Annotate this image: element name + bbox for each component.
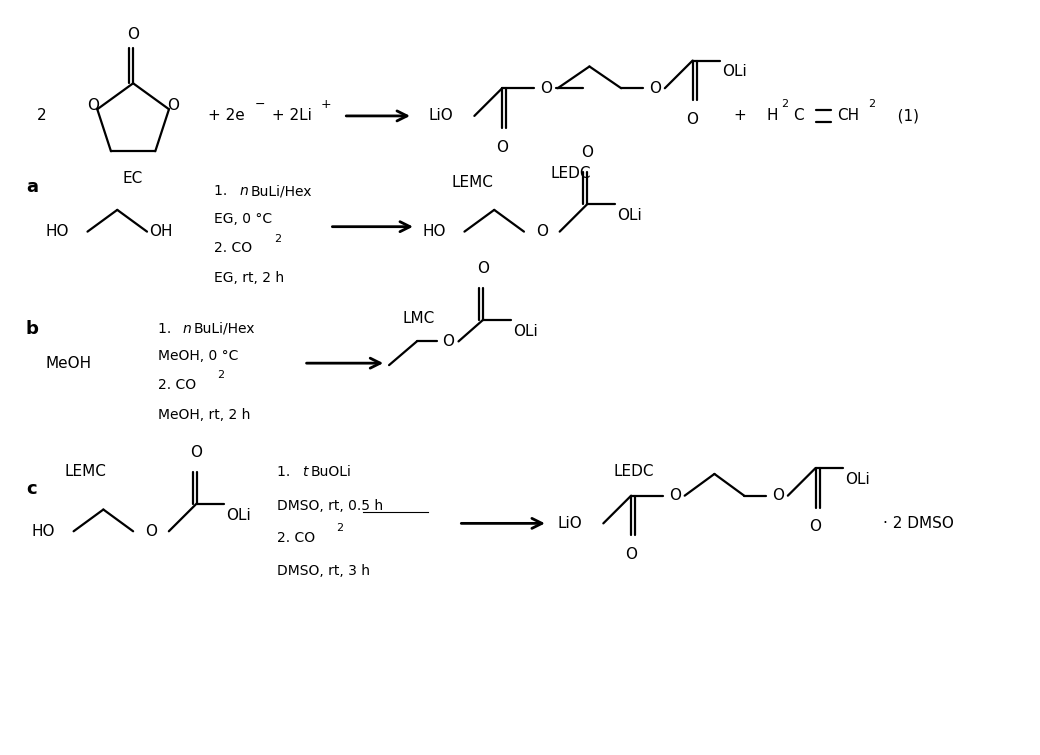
Text: O: O [145,524,157,539]
Text: + 2e: + 2e [208,109,244,123]
Text: O: O [581,146,594,160]
Text: BuOLi: BuOLi [311,465,352,479]
Text: −: − [255,97,265,110]
Text: LiO: LiO [557,516,582,531]
Text: O: O [87,98,99,112]
Text: (1): (1) [883,109,919,123]
Text: O: O [190,445,203,460]
Text: DMSO, rt, 0.5 h: DMSO, rt, 0.5 h [277,498,383,513]
Text: 2: 2 [217,370,225,380]
Text: HO: HO [32,524,55,539]
Text: MeOH, rt, 2 h: MeOH, rt, 2 h [158,408,251,421]
Text: 2: 2 [337,523,343,533]
Text: OH: OH [149,224,173,239]
Text: + 2Li: + 2Li [267,109,312,123]
Text: O: O [669,488,681,503]
Text: 2: 2 [274,233,281,244]
Text: 1.: 1. [277,465,294,479]
Text: 2. CO: 2. CO [158,378,197,392]
Text: MeOH: MeOH [46,356,92,371]
Text: OLi: OLi [227,507,251,522]
Text: O: O [127,27,139,42]
Text: LEDC: LEDC [550,166,591,180]
Text: O: O [496,140,509,155]
Text: LiO: LiO [428,109,453,123]
Text: t: t [302,465,307,479]
Text: +: + [734,109,747,123]
Text: HO: HO [46,224,70,239]
Text: 2. CO: 2. CO [277,532,315,545]
Text: EG, rt, 2 h: EG, rt, 2 h [214,271,285,285]
Text: HO: HO [423,224,446,239]
Text: c: c [26,479,36,498]
Text: EC: EC [123,171,144,186]
Text: O: O [540,81,552,96]
Text: O: O [686,112,699,127]
Text: O: O [649,81,660,96]
Text: O: O [167,98,179,112]
Text: OLi: OLi [617,208,642,223]
Text: O: O [772,488,784,503]
Text: CH: CH [837,109,860,123]
Text: LMC: LMC [402,311,435,326]
Text: · 2 DMSO: · 2 DMSO [883,516,954,531]
Text: 2. CO: 2. CO [214,242,253,255]
Text: LEDC: LEDC [614,464,654,479]
Text: BuLi/Hex: BuLi/Hex [193,322,255,335]
Text: n: n [183,322,191,335]
Text: LEMC: LEMC [451,174,493,190]
Text: O: O [477,261,489,276]
Text: H: H [766,109,778,123]
Text: n: n [239,184,248,198]
Text: OLi: OLi [846,472,870,487]
Text: O: O [625,547,638,562]
Text: LEMC: LEMC [64,464,106,479]
Text: 2: 2 [37,109,47,123]
Text: DMSO, rt, 3 h: DMSO, rt, 3 h [277,564,370,578]
Text: 1.: 1. [214,184,232,198]
Text: OLi: OLi [723,64,747,79]
Text: O: O [536,224,548,239]
Text: 2: 2 [781,99,788,109]
Text: OLi: OLi [513,324,538,338]
Text: C: C [792,109,804,123]
Text: +: + [320,97,331,110]
Text: O: O [809,519,822,535]
Text: a: a [26,178,38,196]
Text: 2: 2 [868,99,876,109]
Text: EG, 0 °C: EG, 0 °C [214,211,272,226]
Text: b: b [26,319,38,337]
Text: 1.: 1. [158,322,176,335]
Text: BuLi/Hex: BuLi/Hex [251,184,312,198]
Text: O: O [443,334,454,349]
Text: MeOH, 0 °C: MeOH, 0 °C [158,350,238,363]
